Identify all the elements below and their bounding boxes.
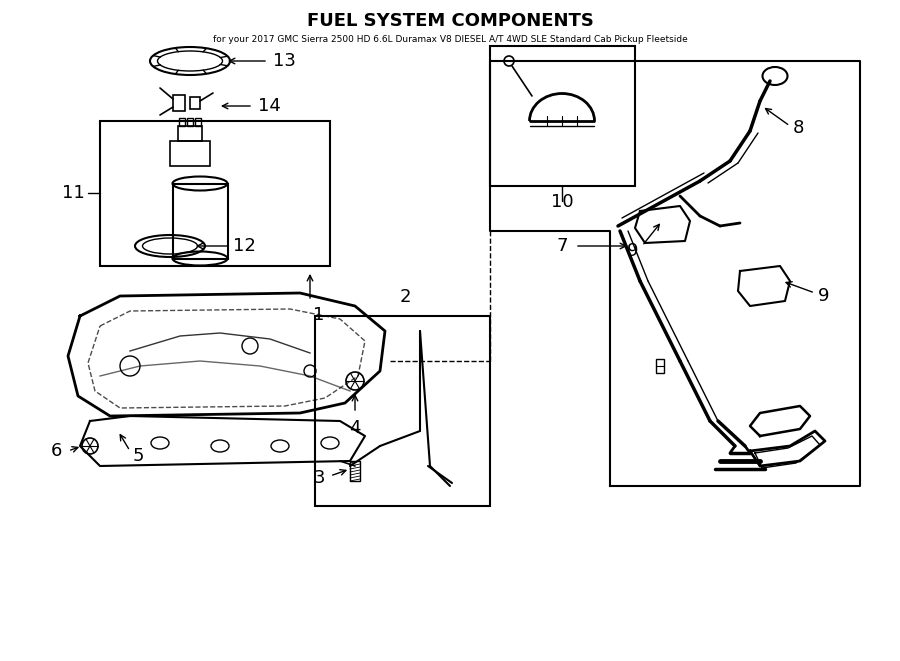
Text: FUEL SYSTEM COMPONENTS: FUEL SYSTEM COMPONENTS bbox=[307, 12, 593, 30]
Text: for your 2017 GMC Sierra 2500 HD 6.6L Duramax V8 DIESEL A/T 4WD SLE Standard Cab: for your 2017 GMC Sierra 2500 HD 6.6L Du… bbox=[212, 34, 688, 44]
Bar bbox=[315, 316, 490, 506]
Text: 14: 14 bbox=[258, 97, 281, 115]
Text: 5: 5 bbox=[133, 447, 145, 465]
Text: 7: 7 bbox=[556, 237, 568, 255]
Bar bbox=[656, 359, 664, 373]
Bar bbox=[187, 118, 193, 126]
Bar bbox=[173, 184, 228, 258]
Text: 6: 6 bbox=[50, 442, 62, 460]
Bar bbox=[178, 126, 202, 141]
Text: 13: 13 bbox=[273, 52, 296, 70]
Text: 9: 9 bbox=[626, 242, 638, 260]
Bar bbox=[490, 46, 635, 186]
Bar bbox=[173, 95, 185, 111]
Text: 12: 12 bbox=[233, 237, 256, 255]
Text: 11: 11 bbox=[62, 184, 85, 202]
Bar bbox=[190, 97, 200, 109]
Text: 4: 4 bbox=[349, 419, 361, 437]
Text: 9: 9 bbox=[818, 287, 830, 305]
Bar bbox=[100, 121, 330, 266]
Text: 1: 1 bbox=[313, 306, 324, 324]
Text: 10: 10 bbox=[551, 193, 573, 211]
Text: 8: 8 bbox=[793, 119, 805, 137]
Bar bbox=[350, 461, 360, 481]
Bar bbox=[195, 118, 201, 126]
Bar bbox=[170, 141, 210, 166]
Text: 2: 2 bbox=[400, 288, 410, 306]
Text: 3: 3 bbox=[313, 469, 325, 487]
Bar bbox=[179, 118, 185, 126]
